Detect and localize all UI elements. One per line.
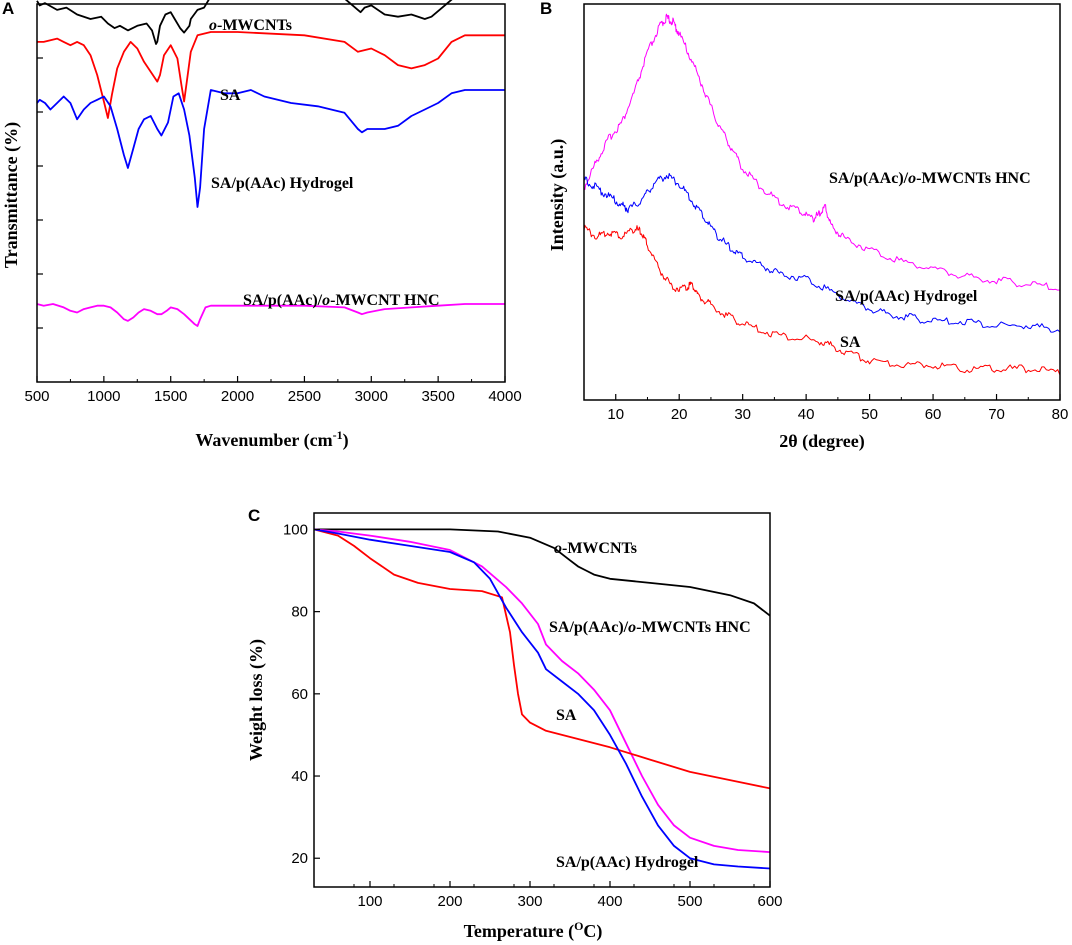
- panel-label-a: A: [2, 0, 14, 18]
- x-tick-label: 60: [925, 406, 942, 423]
- panel-c-label-o-mwcnts: o-MWCNTs: [554, 540, 637, 557]
- panel-a-x-axis-label: Wavenumber (cm-1): [195, 428, 348, 451]
- x-tick-label: 500: [24, 388, 49, 405]
- x-tick-label: 100: [357, 893, 382, 910]
- series-line-o-mwcnts: [314, 528, 771, 617]
- panel-b-label-hnc: SA/p(AAc)/o-MWCNTs HNC: [829, 170, 1031, 187]
- panel-c-label-sa: SA: [556, 707, 577, 724]
- panel-a: A 500 1000 1500 2000 2500 3000 3500 4000 Wavenu…: [1, 0, 522, 451]
- panel-c-label-hydrogel: SA/p(AAc) Hydrogel: [556, 854, 699, 871]
- x-tick-label: 20: [671, 406, 688, 423]
- series-line-o-mwcnts: [36, 0, 453, 45]
- y-tick-label: 40: [291, 768, 308, 785]
- panel-label-c: C: [248, 506, 260, 525]
- panel-c: C 100 200 300 400 500 600 20 40 60 80 100 Temperat…: [246, 506, 783, 942]
- panel-c-label-hnc: SA/p(AAc)/o-MWCNTs HNC: [549, 619, 751, 636]
- x-tick-label: 3000: [355, 388, 388, 405]
- x-tick-label: 3500: [421, 388, 454, 405]
- series-line-sa: [313, 528, 771, 790]
- x-tick-label: 500: [677, 893, 702, 910]
- panel-a-y-axis-label: Transmittance (%): [1, 122, 22, 268]
- panel-a-label-hnc: SA/p(AAc)/o-MWCNT HNC: [243, 292, 440, 309]
- panel-c-x-axis-label: Temperature (OC): [464, 919, 603, 942]
- panel-b-frame: [583, 3, 1061, 401]
- panel-b-y-axis-label: Intensity (a.u.): [547, 139, 568, 252]
- x-tick-label: 4000: [488, 388, 521, 405]
- x-tick-label: 10: [607, 406, 624, 423]
- panel-b-label-sa: SA: [840, 334, 861, 351]
- x-tick-label: 70: [988, 406, 1005, 423]
- x-tick-label: 300: [517, 893, 542, 910]
- x-tick-label: 80: [1052, 406, 1069, 423]
- panel-c-y-axis-label: Weight loss (%): [246, 639, 267, 761]
- panel-a-series: [36, 0, 505, 327]
- panel-b-label-hydrogel: SA/p(AAc) Hydrogel: [835, 288, 978, 305]
- series-line-sa-p-aac-o-mwcnt-hnc: [36, 303, 505, 327]
- panel-a-label-hydrogel: SA/p(AAc) Hydrogel: [211, 175, 354, 192]
- panel-label-b: B: [540, 0, 552, 18]
- x-tick-label: 50: [861, 406, 878, 423]
- x-tick-label: 400: [597, 893, 622, 910]
- panel-a-label-sa: SA: [220, 87, 241, 104]
- panel-c-series: [313, 528, 771, 870]
- y-tick-label: 80: [291, 604, 308, 621]
- panel-b-series: [583, 13, 1061, 376]
- x-tick-label: 200: [437, 893, 462, 910]
- series-line-sa: [37, 31, 505, 119]
- panel-a-label-o-mwcnts: o-MWCNTs: [209, 17, 292, 34]
- x-tick-label: 30: [734, 406, 751, 423]
- series-line-sa-p-aac-hydrogel: [313, 528, 771, 870]
- series-line-sa-p-aac-o-mwcnts-hnc: [583, 13, 1061, 291]
- panel-c-frame: [313, 512, 771, 888]
- series-line-sa: [583, 224, 1061, 376]
- panel-a-ticks: 500 1000 1500 2000 2500 3000 3500 4000: [24, 57, 522, 405]
- y-tick-label: 20: [291, 850, 308, 867]
- x-tick-label: 1000: [87, 388, 120, 405]
- x-tick-label: 2000: [221, 388, 254, 405]
- y-tick-label: 100: [283, 521, 308, 538]
- x-tick-label: 600: [757, 893, 782, 910]
- x-tick-label: 2500: [288, 388, 321, 405]
- panel-b-ticks: 10 20 30 40 50 60 70 80: [583, 394, 1069, 423]
- series-line-sa-p-aac-o-mwcnts-hnc: [313, 528, 771, 853]
- x-tick-label: 1500: [154, 388, 187, 405]
- series-line-sa-p-aac-hydrogel: [36, 89, 505, 208]
- series-line-sa-p-aac-hydrogel: [583, 173, 1061, 333]
- panel-b-x-axis-label: 2θ (degree): [779, 431, 865, 452]
- panel-b: B 10 20 30 40 50 60 70 80 2θ (degree) Intensity…: [540, 0, 1068, 452]
- x-tick-label: 40: [798, 406, 815, 423]
- y-tick-label: 60: [291, 686, 308, 703]
- panel-c-ticks: 100 200 300 400 500 600 20 40 60 80 100: [283, 521, 783, 910]
